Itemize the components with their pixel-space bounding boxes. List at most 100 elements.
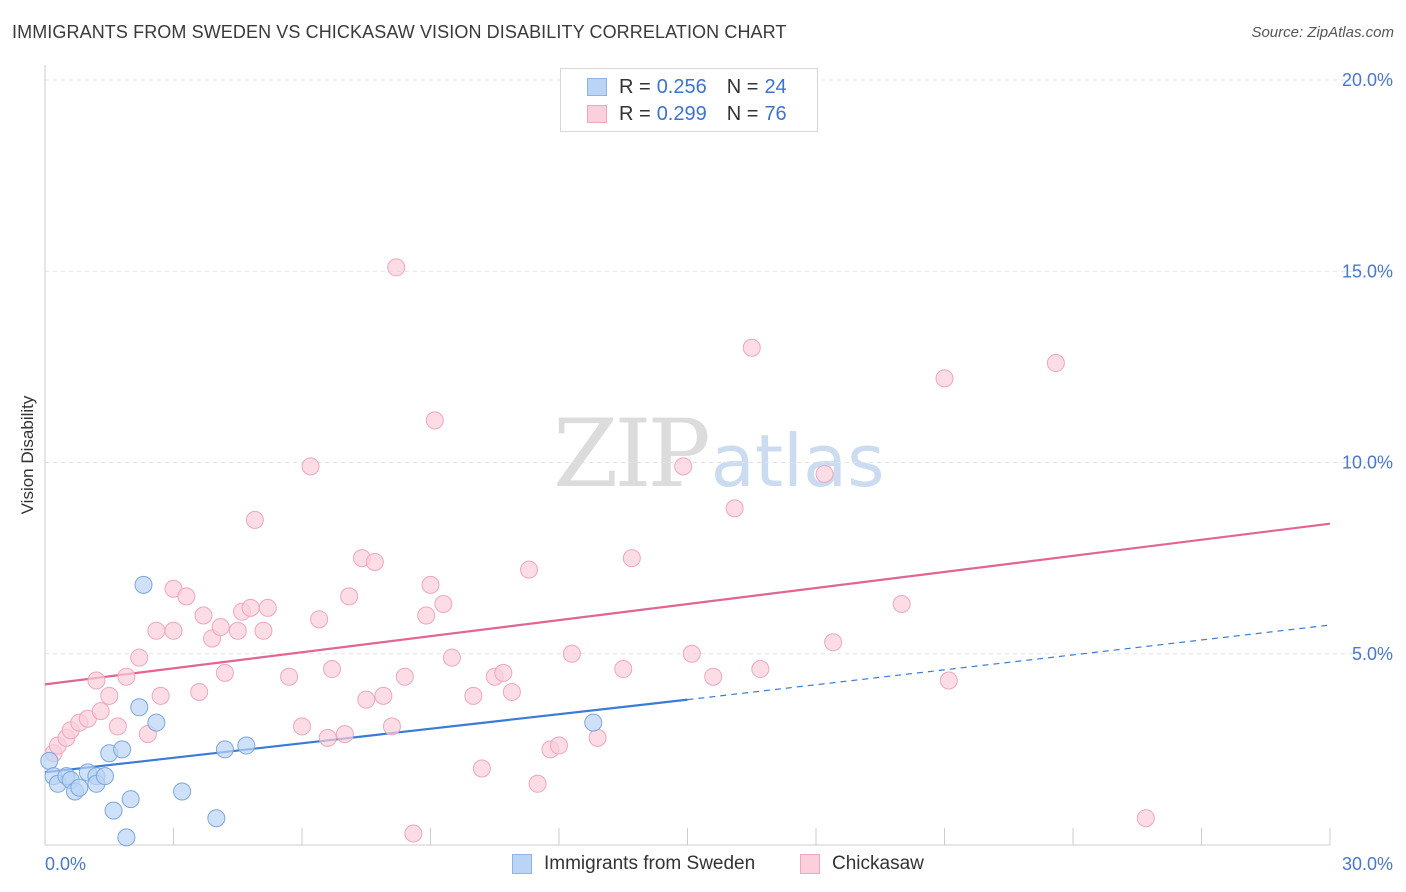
chickasaw-point [892, 595, 911, 614]
chickasaw-swatch [587, 105, 607, 123]
r-label: R = [619, 102, 651, 125]
gridlines [45, 79, 1390, 655]
chickasaw-point [588, 728, 607, 747]
data-points [40, 258, 1155, 847]
chickasaw-point [1136, 809, 1155, 828]
chickasaw-point [280, 667, 299, 686]
chickasaw-point [365, 552, 384, 571]
chickasaw-point [704, 667, 723, 686]
sweden-point [147, 713, 166, 732]
sweden-legend-label: Immigrants from Sweden [544, 853, 756, 874]
sweden-point [121, 790, 140, 809]
chickasaw-point [935, 369, 954, 388]
r-value: 0.299 [656, 102, 707, 125]
chickasaw-point [395, 667, 414, 686]
chickasaw-point [108, 717, 127, 736]
chickasaw-point [614, 660, 633, 679]
chickasaw-legend-label: Chickasaw [832, 853, 924, 874]
chickasaw-point [382, 717, 401, 736]
chickasaw-legend-swatch [800, 854, 820, 874]
chickasaw-point [751, 660, 770, 679]
stats-legend: R = 0.256 N = 24 R = 0.299 N = 76 [560, 68, 818, 132]
chickasaw-point [254, 621, 273, 640]
chickasaw-point [442, 648, 461, 667]
watermark: ZIPatlas [553, 400, 885, 509]
chickasaw-point [725, 499, 744, 518]
chickasaw-point [357, 690, 376, 709]
chickasaw-point [190, 683, 209, 701]
chickasaw-point [674, 457, 693, 476]
chickasaw-point [622, 549, 641, 568]
chickasaw-point [335, 725, 354, 744]
x-tick-label: 0.0% [45, 854, 86, 874]
chickasaw-point [258, 598, 277, 617]
chickasaw-point [682, 644, 701, 663]
n-value: 24 [764, 75, 787, 98]
sweden-point [584, 713, 603, 732]
chickasaw-point [494, 663, 513, 682]
chickasaw-point [147, 621, 166, 640]
axes [44, 65, 1331, 846]
legend-item-sweden: Immigrants from Sweden [512, 852, 755, 876]
chickasaw-point [550, 736, 568, 755]
chickasaw-point [417, 606, 436, 625]
chickasaw-point [404, 824, 423, 843]
chickasaw-point [91, 702, 110, 721]
chickasaw-point [151, 686, 170, 705]
watermark-zip: ZIP [553, 400, 711, 509]
chickasaw-point [742, 338, 761, 357]
chickasaw-point [502, 683, 521, 701]
chickasaw-point [310, 610, 329, 629]
chickasaw-point [562, 644, 581, 663]
sweden-point [173, 782, 192, 801]
chickasaw-point [100, 686, 119, 705]
chickasaw-point [1046, 354, 1065, 373]
sweden-point [207, 809, 226, 828]
chickasaw-point [374, 686, 393, 705]
chickasaw-point [464, 686, 483, 705]
chickasaw-point [164, 621, 183, 640]
chickasaw-point [241, 598, 260, 617]
chickasaw-point [211, 617, 230, 636]
sweden-point [134, 575, 153, 594]
y-tick-label: 10.0% [1342, 453, 1393, 473]
chickasaw-point [815, 464, 834, 483]
sweden-point [117, 828, 136, 847]
chickasaw-point [824, 633, 843, 652]
chickasaw-point [322, 660, 341, 679]
source-note: Source: ZipAtlas.com [1251, 24, 1394, 41]
chickasaw-point [421, 575, 440, 594]
chickasaw-point [528, 774, 547, 793]
sweden-point [70, 778, 89, 797]
legend-item-chickasaw: Chickasaw [800, 852, 924, 876]
n-label: N = [726, 75, 759, 98]
chickasaw-point [215, 663, 234, 682]
chickasaw-point [318, 728, 337, 747]
chickasaw-point [293, 717, 311, 736]
stats-legend-row-chickasaw: R = 0.299 N = 76 [587, 102, 787, 126]
chart-title: IMMIGRANTS FROM SWEDEN VS CHICKASAW VISI… [12, 22, 787, 42]
chickasaw-point [228, 621, 247, 640]
sweden-trend-extension [687, 624, 1331, 701]
chickasaw-point [301, 457, 320, 476]
sweden-point [40, 751, 59, 770]
y-tick-label: 15.0% [1342, 261, 1393, 281]
n-label: N = [726, 102, 759, 125]
sweden-point [215, 740, 234, 759]
chickasaw-point [434, 595, 453, 614]
chickasaw-point [87, 671, 106, 690]
sweden-swatch [587, 78, 607, 96]
sweden-point [95, 767, 114, 786]
y-tick-label: 20.0% [1342, 70, 1393, 90]
chickasaw-point [194, 606, 213, 625]
sweden-point [130, 698, 149, 717]
sweden-legend-swatch [512, 854, 532, 874]
sweden-point [113, 740, 132, 759]
sweden-point [237, 736, 256, 755]
r-value: 0.256 [656, 75, 707, 98]
chickasaw-trend-line [44, 522, 1331, 686]
stats-legend-row-sweden: R = 0.256 N = 24 [587, 75, 787, 99]
chickasaw-point [177, 587, 196, 606]
sweden-point [104, 801, 123, 820]
